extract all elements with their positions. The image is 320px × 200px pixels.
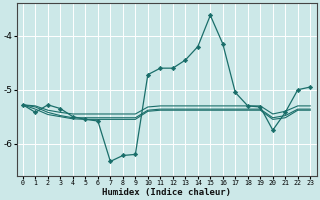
X-axis label: Humidex (Indice chaleur): Humidex (Indice chaleur) — [102, 188, 231, 197]
